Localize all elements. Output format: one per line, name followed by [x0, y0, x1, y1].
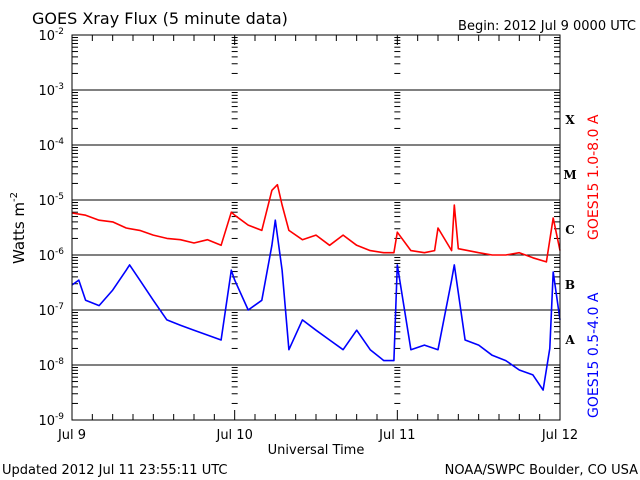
y-tick-base: 10 [38, 249, 55, 264]
y-tick-label: 10-6 [38, 247, 64, 264]
y-tick-exponent: -7 [55, 302, 64, 312]
y-tick-label: 10-2 [38, 27, 64, 44]
y-tick-label: 10-8 [38, 357, 64, 374]
legend-long-channel: GOES15 1.0-8.0 A [586, 114, 602, 240]
x-axis-label: Universal Time [268, 443, 365, 458]
y-tick-exponent: -3 [55, 82, 64, 92]
y-tick-base: 10 [38, 29, 55, 44]
y-tick-labels: 10-210-310-410-510-610-710-810-9 [38, 27, 64, 429]
x-tick-label: Jul 12 [541, 428, 578, 443]
credit-label: NOAA/SWPC Boulder, CO USA [445, 463, 638, 478]
y-tick-label: 10-3 [38, 82, 64, 99]
y-tick-exponent: -2 [55, 27, 64, 37]
flare-class-labels: X M C B A [563, 113, 576, 347]
y-tick-base: 10 [38, 414, 55, 429]
y-tick-label: 10-5 [38, 192, 64, 209]
x-tick-label: Jul 9 [57, 428, 86, 443]
flare-class-X: X [565, 113, 575, 127]
grid-lines [72, 34, 560, 421]
y-tick-label: 10-9 [38, 412, 64, 429]
y-tick-label: 10-4 [38, 137, 64, 154]
plot-frame [71, 34, 561, 421]
begin-label: Begin: 2012 Jul 9 0000 UTC [458, 19, 636, 34]
updated-timestamp: Updated 2012 Jul 11 23:55:11 UTC [2, 463, 227, 478]
flare-class-M: M [563, 168, 576, 182]
flare-class-C: C [565, 223, 575, 237]
flare-class-B: B [565, 278, 575, 292]
series-lines [71, 183, 561, 391]
y-tick-exponent: -4 [55, 137, 64, 147]
y-tick-base: 10 [38, 84, 55, 99]
chart-title: GOES Xray Flux (5 minute data) [32, 9, 288, 28]
series-line-short-channel [71, 219, 561, 391]
x-tick-labels: Jul 9 Jul 10 Jul 11 Jul 12 [57, 428, 578, 443]
x-tick-label: Jul 10 [215, 428, 252, 443]
y-tick-base: 10 [38, 304, 55, 319]
y-tick-base: 10 [38, 359, 55, 374]
y-axis-label-sup: -2 [9, 192, 20, 202]
y-tick-exponent: -5 [55, 192, 64, 202]
axis-ticks [71, 34, 561, 421]
y-axis-label-text: Watts m [10, 202, 28, 264]
y-tick-base: 10 [38, 139, 55, 154]
y-axis-label: Watts m-2 [9, 192, 28, 264]
y-tick-exponent: -6 [55, 247, 64, 257]
x-tick-label: Jul 11 [378, 428, 415, 443]
series-line-long-channel [71, 183, 561, 263]
y-tick-exponent: -9 [55, 412, 64, 422]
y-tick-label: 10-7 [38, 302, 64, 319]
flare-class-A: A [564, 333, 575, 347]
y-tick-base: 10 [38, 194, 55, 209]
legend-short-channel: GOES15 0.5-4.0 A [586, 292, 602, 418]
y-tick-exponent: -8 [55, 357, 64, 367]
